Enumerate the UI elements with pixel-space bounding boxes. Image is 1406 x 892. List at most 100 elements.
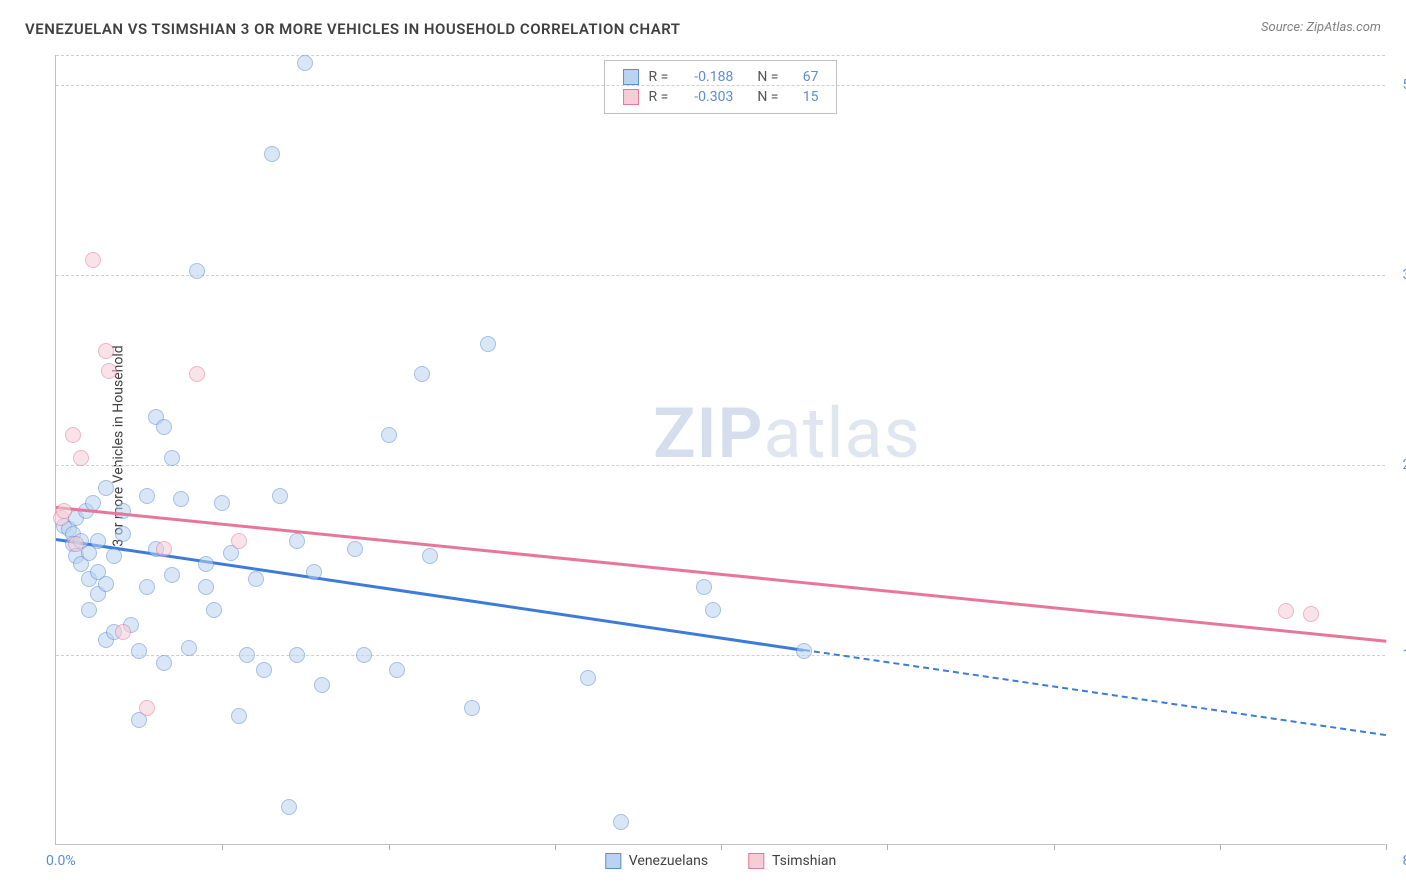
gridline: [56, 55, 1385, 56]
data-point: [131, 643, 147, 659]
watermark-light: atlas: [764, 393, 921, 475]
data-point: [389, 662, 405, 678]
data-point: [56, 503, 72, 519]
legend-item: Tsimshian: [748, 853, 836, 869]
x-tick: [222, 844, 223, 850]
data-point: [231, 533, 247, 549]
data-point: [115, 503, 131, 519]
data-point: [98, 576, 114, 592]
data-point: [464, 700, 480, 716]
data-point: [272, 488, 288, 504]
x-axis-max-label: 80.0%: [1402, 853, 1406, 869]
x-tick: [1386, 844, 1387, 850]
gridline: [56, 85, 1385, 86]
data-point: [214, 495, 230, 511]
data-point: [289, 647, 305, 663]
x-tick: [389, 844, 390, 850]
legend-item: Venezuelans: [605, 853, 708, 869]
gridline: [56, 465, 1385, 466]
y-tick-label: 25.0%: [1402, 457, 1406, 473]
data-point: [156, 541, 172, 557]
data-point: [181, 640, 197, 656]
data-point: [73, 450, 89, 466]
data-point: [65, 427, 81, 443]
y-tick-label: 50.0%: [1402, 77, 1406, 93]
data-point: [198, 556, 214, 572]
data-point: [164, 450, 180, 466]
data-point: [231, 708, 247, 724]
data-point: [289, 533, 305, 549]
data-point: [85, 252, 101, 268]
data-point: [189, 263, 205, 279]
data-point: [580, 670, 596, 686]
chart-title: VENEZUELAN VS TSIMSHIAN 3 OR MORE VEHICL…: [25, 20, 681, 38]
data-point: [480, 336, 496, 352]
chart-plot-area: ZIPatlas R =-0.188N =67R =-0.303N =15 0.…: [55, 55, 1385, 845]
data-point: [613, 814, 629, 830]
data-point: [106, 548, 122, 564]
legend-label: Tsimshian: [772, 853, 836, 869]
data-point: [98, 480, 114, 496]
data-point: [164, 567, 180, 583]
data-point: [139, 488, 155, 504]
r-value: -0.188: [678, 69, 733, 85]
x-tick: [1054, 844, 1055, 850]
data-point: [90, 533, 106, 549]
data-point: [115, 526, 131, 542]
data-point: [705, 602, 721, 618]
trend-line-dashed: [804, 649, 1386, 736]
data-point: [173, 491, 189, 507]
data-point: [189, 366, 205, 382]
n-label: N =: [757, 69, 778, 85]
data-point: [198, 579, 214, 595]
data-point: [414, 366, 430, 382]
data-point: [115, 624, 131, 640]
data-point: [206, 602, 222, 618]
series-legend: Venezuelans Tsimshian: [605, 853, 836, 869]
data-point: [156, 419, 172, 435]
data-point: [306, 564, 322, 580]
data-point: [1278, 603, 1294, 619]
data-point: [314, 677, 330, 693]
x-axis-min-label: 0.0%: [46, 853, 76, 869]
data-point: [347, 541, 363, 557]
source-label: Source: ZipAtlas.com: [1261, 20, 1381, 35]
data-point: [139, 579, 155, 595]
r-label: R =: [649, 69, 669, 85]
x-tick: [721, 844, 722, 850]
gridline: [56, 655, 1385, 656]
watermark: ZIPatlas: [653, 393, 921, 475]
data-point: [264, 146, 280, 162]
n-value: 15: [788, 89, 818, 105]
y-tick-label: 12.5%: [1402, 647, 1406, 663]
data-point: [256, 662, 272, 678]
data-point: [297, 55, 313, 71]
data-point: [381, 427, 397, 443]
data-point: [81, 602, 97, 618]
x-tick: [887, 844, 888, 850]
data-point: [101, 363, 117, 379]
y-tick-label: 37.5%: [1402, 267, 1406, 283]
x-tick: [555, 844, 556, 850]
legend-swatch: [748, 853, 764, 869]
n-value: 67: [788, 69, 818, 85]
data-point: [156, 655, 172, 671]
legend-swatch: [605, 853, 621, 869]
data-point: [248, 571, 264, 587]
r-value: -0.303: [678, 89, 733, 105]
watermark-bold: ZIP: [653, 393, 763, 475]
r-label: R =: [649, 89, 669, 105]
legend-swatch: [623, 89, 639, 105]
x-tick: [1220, 844, 1221, 850]
stats-row: R = -0.303 N = 15: [623, 87, 819, 107]
n-label: N =: [757, 89, 778, 105]
data-point: [281, 799, 297, 815]
legend-swatch: [623, 69, 639, 85]
data-point: [239, 647, 255, 663]
stats-row: R = -0.188 N = 67: [623, 67, 819, 87]
data-point: [98, 343, 114, 359]
gridline: [56, 275, 1385, 276]
data-point: [139, 700, 155, 716]
data-point: [356, 647, 372, 663]
data-point: [68, 536, 84, 552]
